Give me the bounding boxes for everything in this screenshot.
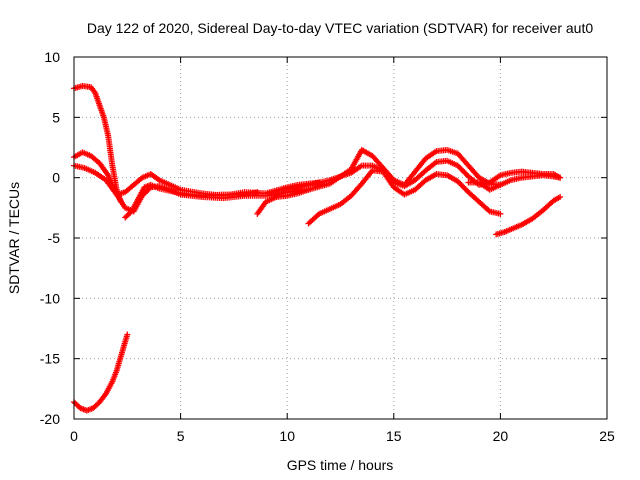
x-tick-label: 10 bbox=[279, 428, 295, 444]
axis-ticks bbox=[73, 56, 608, 420]
y-tick-label: -20 bbox=[40, 411, 60, 427]
data-marks bbox=[71, 82, 564, 414]
series-7-samples bbox=[281, 157, 562, 193]
series-4 bbox=[122, 181, 261, 221]
series-5-samples bbox=[255, 147, 502, 216]
x-tick-label: 5 bbox=[177, 428, 185, 444]
x-axis-label: GPS time / hours bbox=[287, 457, 394, 473]
series-10 bbox=[71, 331, 131, 414]
x-tick-label: 15 bbox=[386, 428, 402, 444]
chart-title: Day 122 of 2020, Sidereal Day-to-day VTE… bbox=[87, 20, 594, 36]
x-tick-label: 20 bbox=[493, 428, 509, 444]
y-tick-label: 5 bbox=[52, 109, 60, 125]
grid bbox=[74, 57, 607, 419]
series-8 bbox=[465, 172, 564, 193]
x-tick-label: 25 bbox=[599, 428, 615, 444]
y-tick-label: -10 bbox=[40, 290, 60, 306]
y-tick-label: -15 bbox=[40, 351, 60, 367]
series-4-samples bbox=[123, 182, 259, 220]
series-10-samples bbox=[72, 333, 130, 413]
series-1-samples bbox=[72, 83, 124, 204]
series-9 bbox=[493, 193, 564, 238]
series-6-samples bbox=[306, 167, 502, 226]
y-axis-label: SDTVAR / TECUs bbox=[6, 182, 22, 294]
series-3-samples bbox=[72, 163, 310, 214]
x-tick-label: 0 bbox=[70, 428, 78, 444]
y-tick-label: 10 bbox=[44, 49, 60, 65]
x-tick-labels: 0 5 10 15 20 25 bbox=[70, 428, 615, 444]
series-1 bbox=[71, 82, 124, 205]
series-9-samples bbox=[494, 194, 562, 237]
y-tick-label: -5 bbox=[48, 230, 61, 246]
series-8-samples bbox=[467, 172, 562, 192]
series-6 bbox=[305, 167, 504, 227]
y-tick-labels: -20 -15 -10 -5 0 5 10 bbox=[40, 49, 60, 427]
y-tick-label: 0 bbox=[52, 170, 60, 186]
plot-frame bbox=[73, 56, 608, 420]
